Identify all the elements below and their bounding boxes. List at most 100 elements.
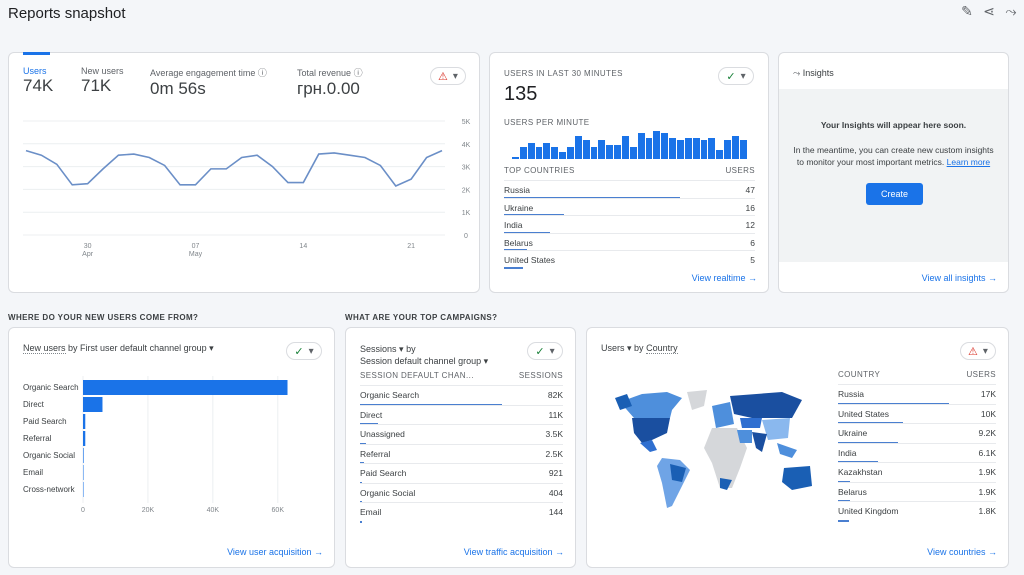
row-bar (838, 519, 850, 522)
view-countries-link[interactable]: View countries → (927, 547, 997, 557)
table-row[interactable]: Unassigned 3.5K (360, 424, 564, 445)
create-button[interactable]: Create (866, 183, 923, 205)
share-icon[interactable]: ⋖ (983, 3, 995, 19)
status-dropdown[interactable]: ⚠ ▾ (430, 67, 466, 85)
help-icon[interactable]: ⓘ (257, 68, 267, 78)
table-row[interactable]: Belarus 6 (504, 232, 755, 251)
minute-bar (622, 135, 629, 159)
check-circle-icon: ✓ (535, 345, 545, 358)
page-title: Reports snapshot (8, 5, 126, 22)
table-row[interactable]: Russia 17K (838, 384, 996, 405)
learn-more-link[interactable]: Learn more (946, 157, 991, 167)
minute-bar (598, 140, 606, 159)
insights-icon[interactable]: ⤳ (1005, 3, 1017, 19)
table-row[interactable]: Organic Search 82K (360, 385, 563, 406)
x-tick-label: 07 (192, 243, 200, 250)
row-value: 5 (750, 255, 755, 265)
help-icon[interactable]: ⓘ (353, 68, 363, 78)
y-tick-label: 4K (462, 142, 471, 149)
table-row[interactable]: Belarus 1.9K (838, 481, 996, 502)
table-row[interactable]: Paid Search 921 (360, 463, 563, 484)
users-line (25, 149, 443, 187)
minute-bar (535, 147, 543, 159)
row-label: Direct (360, 409, 383, 420)
status-dropdown[interactable]: ✓ ▾ (527, 342, 563, 360)
bar-organic-search (83, 380, 288, 395)
table-row[interactable]: United States 5 (504, 250, 755, 269)
users-per-minute-chart (512, 131, 747, 159)
edit-icon[interactable]: ✎ (961, 3, 973, 19)
row-label: India (504, 220, 523, 230)
status-dropdown[interactable]: ✓ ▾ (718, 67, 754, 85)
metric-tab-revenue[interactable]: Total revenue ⓘ грн.0.00 (297, 68, 363, 98)
minute-bar (590, 147, 598, 159)
view-all-insights-link[interactable]: View all insights → (921, 273, 997, 283)
minute-bar (519, 147, 527, 159)
minute-bar (559, 152, 567, 159)
x-tick-label: 0 (81, 507, 85, 514)
minute-bar (708, 138, 716, 159)
table-row[interactable]: Kazakhstan 1.9K (838, 462, 996, 483)
status-dropdown[interactable]: ⚠ ▾ (960, 342, 996, 360)
minute-bar (692, 138, 700, 159)
table-row[interactable]: Organic Social 404 (360, 482, 563, 503)
table-row[interactable]: Direct 11K (360, 404, 563, 425)
minute-bar (543, 142, 551, 159)
row-value: 2.5K (545, 448, 564, 459)
category-label: Paid Search (23, 417, 67, 426)
table-row[interactable]: India 12 (504, 215, 755, 234)
table-row[interactable]: United States 10K (838, 403, 996, 424)
overview-card: Users 74K New users 71K Average engagement… (8, 52, 480, 293)
minute-bar (653, 131, 661, 159)
view-traffic-acquisition-link[interactable]: View traffic acquisition → (463, 547, 564, 557)
new-users-bar-chart: 0 20K 40K 60K Organic Search Direct Paid Searc… (23, 376, 288, 514)
selected-tab-indicator (23, 52, 50, 55)
metric-tab-users[interactable]: Users 74K (23, 66, 54, 95)
chart-title-dropdown[interactable]: New users by First user default channel … (23, 343, 214, 354)
table-row[interactable]: Referral 2.5K (360, 443, 564, 464)
row-value: 1.8K (978, 506, 997, 516)
category-label: Referral (23, 434, 52, 443)
x-tick-month: Apr (82, 251, 94, 258)
metric-tab-new-users[interactable]: New users 71K (81, 66, 124, 95)
table-row[interactable]: United Kingdom 1.8K (838, 501, 997, 522)
section-title-campaigns: WHAT ARE YOUR TOP CAMPAIGNS? (345, 313, 498, 322)
bar-paid-search (83, 414, 86, 429)
bar-organic-social (83, 448, 84, 463)
map-russia (730, 392, 802, 418)
x-tick-label: 21 (407, 243, 415, 250)
table-row[interactable]: Ukraine 16 (504, 197, 755, 216)
row-label: Belarus (838, 486, 867, 497)
bar-direct (83, 397, 103, 412)
chevron-down-icon: ▾ (740, 70, 746, 82)
table-row[interactable]: Email 144 (360, 502, 563, 523)
minute-bar (551, 147, 559, 159)
x-tick-label: 60K (272, 507, 285, 514)
row-value: 9.2K (978, 428, 997, 438)
table-row[interactable]: Ukraine 9.2K (838, 423, 997, 444)
top-countries-table: Russia 47 Ukraine 16 India 12 Belarus 6 United S… (504, 180, 755, 270)
metric-tab-engagement[interactable]: Average engagement time ⓘ 0m 56s (150, 68, 267, 98)
minute-bar (677, 140, 684, 159)
minute-bar (724, 140, 732, 159)
row-label: Referral (360, 448, 391, 459)
row-value: 3.5K (545, 429, 564, 439)
view-user-acquisition-link[interactable]: View user acquisition → (227, 547, 323, 557)
map-europe (712, 402, 734, 428)
warning-icon: ⚠ (968, 345, 978, 358)
chart-title-dropdown[interactable]: Users ▾ by Country (601, 343, 678, 354)
row-value: 10K (980, 408, 996, 419)
view-realtime-link[interactable]: View realtime → (691, 273, 757, 283)
row-label: Russia (838, 389, 864, 399)
status-dropdown[interactable]: ✓ ▾ (286, 342, 322, 360)
row-label: India (838, 447, 857, 458)
row-label: Organic Search (360, 390, 420, 400)
realtime-label: USERS IN LAST 30 MINUTES (504, 69, 623, 78)
chart-title-dropdown[interactable]: Sessions ▾ by Session default channel gro… (360, 344, 489, 366)
row-label: Paid Search (360, 468, 407, 478)
countries-table: Russia 17K United States 10K Ukraine 9.2K Indi… (838, 384, 996, 524)
table-row[interactable]: Russia 47 (504, 180, 755, 199)
table-row[interactable]: India 6.1K (838, 442, 996, 463)
per-minute-label: USERS PER MINUTE (504, 118, 590, 127)
